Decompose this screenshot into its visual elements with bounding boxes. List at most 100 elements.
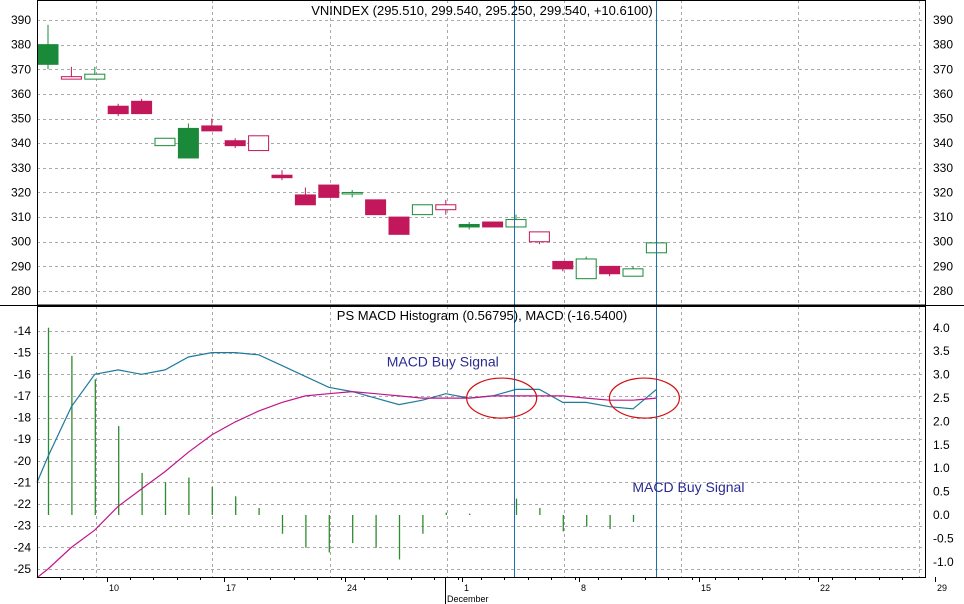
candle-body: [575, 258, 597, 280]
candle: [37, 24, 59, 70]
candle-body: [365, 199, 387, 216]
candle: [575, 256, 597, 280]
histogram-right-tick: 0.0: [933, 508, 950, 522]
candle-body: [458, 223, 480, 228]
macd-left-tick: -18: [14, 411, 32, 425]
histogram-right-tick: 4.0: [933, 321, 950, 335]
grid: [37, 0, 925, 577]
candle: [552, 260, 574, 272]
histogram-right-tick: 1.5: [933, 438, 950, 452]
macd-left-tick: -20: [14, 454, 32, 468]
x-month-label: December: [447, 594, 489, 604]
macd-left-tick: -24: [14, 540, 32, 554]
price-left-tick: 390: [11, 13, 31, 27]
price-right-tick: 290: [933, 259, 953, 273]
candle-body: [599, 265, 621, 275]
candle: [435, 199, 457, 215]
histogram-right-tick: -1.0: [933, 555, 954, 569]
candle-body: [60, 76, 82, 80]
candle-body: [37, 44, 59, 65]
price-right-tick: 370: [933, 62, 953, 76]
candle: [599, 265, 621, 277]
candle-body: [318, 184, 340, 198]
price-right-tick: 320: [933, 185, 953, 199]
x-tick-label: 22: [820, 583, 830, 593]
price-left-tick: 300: [11, 235, 31, 249]
candle: [458, 222, 480, 230]
price-right-tick: 360: [933, 87, 953, 101]
x-tick-label: 8: [581, 583, 586, 593]
candle: [294, 187, 316, 206]
axes: 390 390 380 380 370 370 360 360 350 350 340 340 330 3…: [11, 13, 954, 593]
x-tick-label: 24: [347, 583, 357, 593]
price-left-tick: 280: [11, 284, 31, 298]
price-left-tick: 340: [11, 136, 31, 150]
candle: [248, 135, 270, 152]
candle-body: [224, 140, 246, 147]
price-left-tick: 380: [11, 38, 31, 52]
histogram-right-tick: -0.5: [933, 531, 954, 545]
candle: [365, 199, 387, 216]
candle-body: [411, 204, 433, 216]
candle-body: [248, 135, 270, 152]
candle: [60, 66, 82, 80]
price-title: VNINDEX (295.510, 299.540, 295.250, 299.…: [311, 3, 653, 18]
macd-left-tick: -23: [14, 519, 32, 533]
candle: [318, 184, 340, 198]
candle: [107, 103, 129, 117]
candle-body: [482, 221, 504, 228]
x-tick-label: 15: [701, 583, 711, 593]
buy-signal-annotation: MACD Buy Signal: [632, 479, 744, 495]
macd-left-tick: -21: [14, 475, 32, 489]
macd-left-tick: -19: [14, 432, 32, 446]
buy-signal-annotation: MACD Buy Signal: [387, 353, 499, 369]
candle: [84, 66, 106, 80]
candle: [388, 216, 410, 235]
candle-body: [201, 125, 223, 132]
price-right-tick: 330: [933, 161, 953, 175]
candle: [131, 98, 153, 115]
price-left-tick: 290: [11, 259, 31, 273]
macd-left-tick: -16: [14, 367, 32, 381]
candle: [411, 204, 433, 216]
macd-left-tick: -14: [14, 324, 32, 338]
candle-body: [107, 105, 129, 115]
macd-histogram-series: [47, 327, 635, 560]
x-tick-label: 1: [464, 583, 469, 593]
macd-left-tick: -17: [14, 389, 32, 403]
candle: [177, 123, 199, 159]
candle-body: [341, 191, 363, 195]
macd-title: PS MACD Histogram (0.56795), MACD (-16.5…: [337, 308, 627, 323]
histogram-right-tick: 2.5: [933, 391, 950, 405]
candle: [224, 138, 246, 149]
signal-highlight-circle: [608, 377, 681, 419]
macd-left-tick: -15: [14, 346, 32, 360]
price-left-tick: 350: [11, 112, 31, 126]
signal-markers: MACD Buy Signal MACD Buy Signal: [387, 0, 744, 577]
candle-body: [528, 231, 550, 243]
histogram-right-tick: 3.5: [933, 344, 950, 358]
candle: [622, 266, 644, 277]
candle: [505, 214, 527, 228]
macd-lines: [36, 352, 657, 579]
candle: [154, 137, 176, 147]
price-right-tick: 280: [933, 284, 953, 298]
histogram-right-tick: 1.0: [933, 461, 950, 475]
candle: [341, 189, 363, 198]
candle-body: [271, 174, 293, 179]
candle-body: [435, 204, 457, 211]
signal-highlight-circle: [466, 377, 538, 419]
candle: [271, 170, 293, 181]
candle-body: [552, 260, 574, 270]
candle-body: [154, 137, 176, 147]
price-left-tick: 360: [11, 87, 31, 101]
price-left-tick: 370: [11, 62, 31, 76]
price-right-tick: 340: [933, 136, 953, 150]
price-right-tick: 390: [933, 13, 953, 27]
histogram-right-tick: 0.5: [933, 485, 950, 499]
histogram-right-tick: 3.0: [933, 368, 950, 382]
price-left-tick: 320: [11, 185, 31, 199]
price-right-tick: 310: [933, 210, 953, 224]
macd-left-tick: -25: [14, 562, 32, 576]
